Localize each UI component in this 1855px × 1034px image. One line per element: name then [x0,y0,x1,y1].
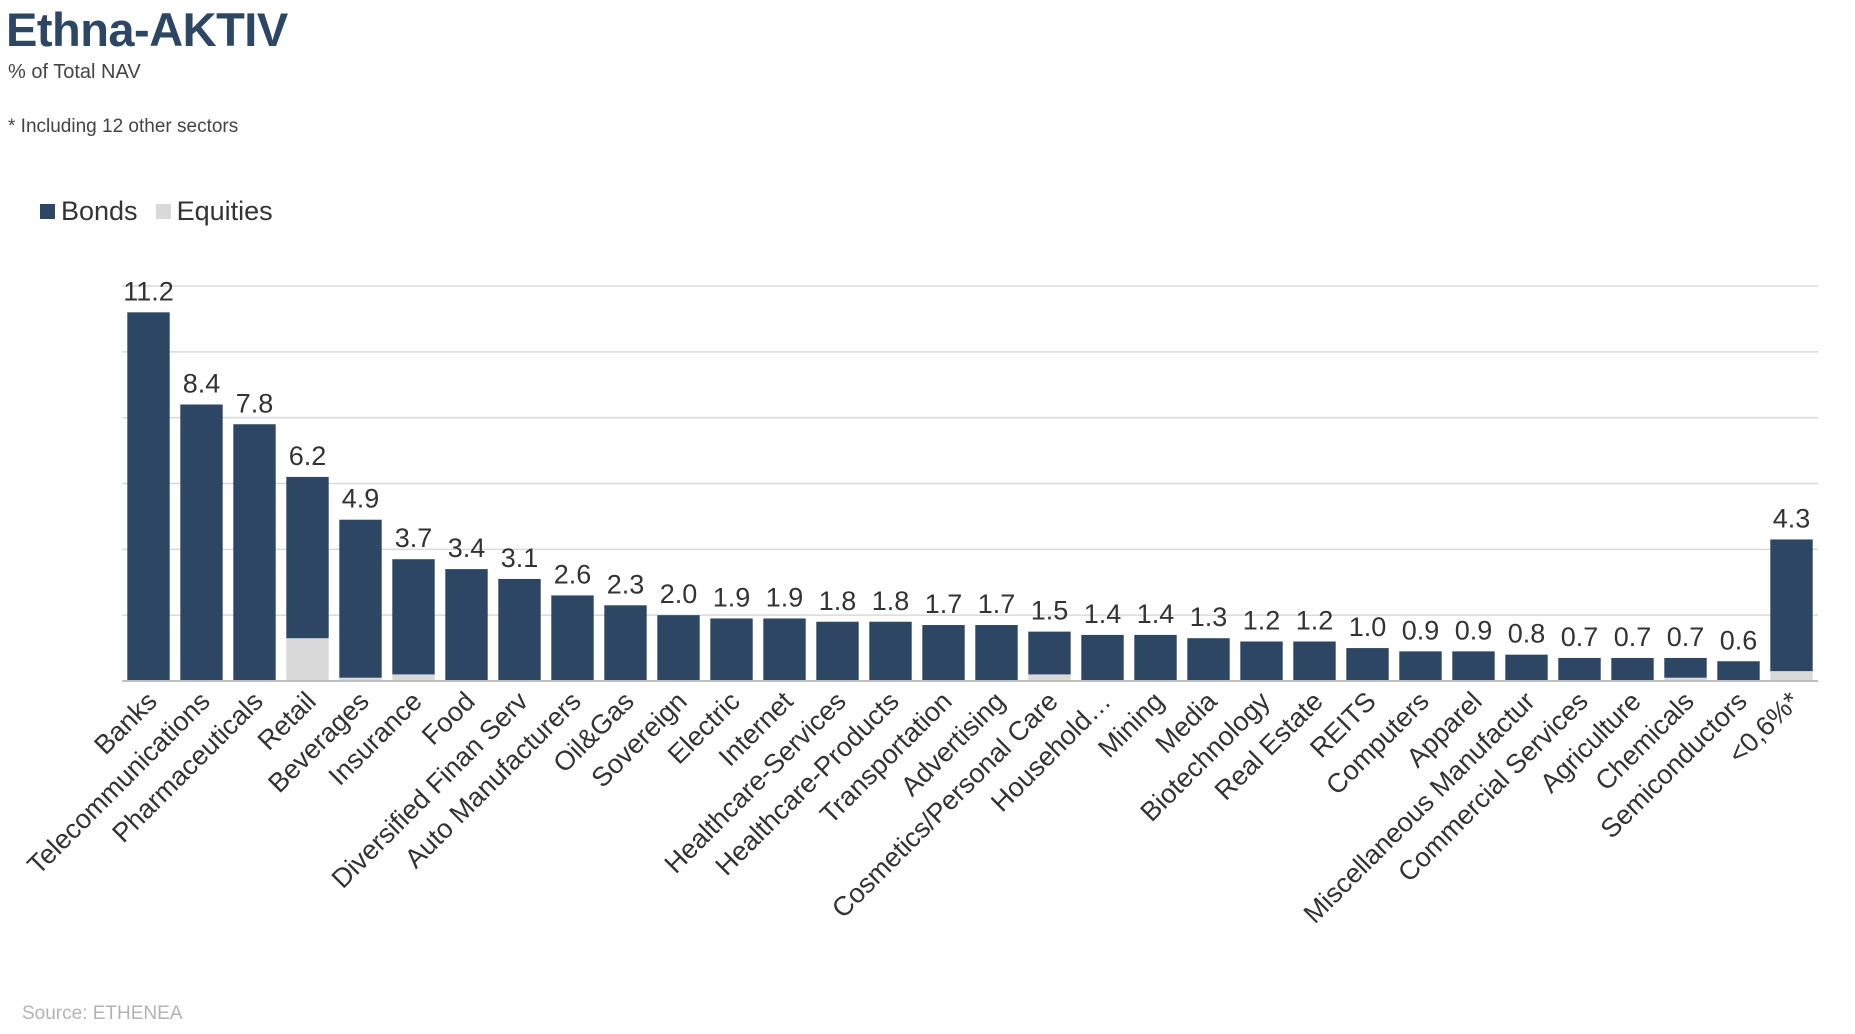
data-label: 8.4 [183,369,221,399]
data-label: 1.2 [1243,606,1281,636]
bar-bonds [657,615,700,681]
chart-subtitle: % of Total NAV [8,61,141,83]
data-label: 0.9 [1402,615,1440,645]
bar-bonds [233,424,276,681]
data-label: 3.4 [448,533,486,563]
data-label: 1.4 [1137,599,1175,629]
bar-equities [286,638,329,681]
data-label: 2.0 [660,579,698,609]
bar-bonds [551,595,594,681]
data-label: 1.8 [819,586,857,616]
bar-bonds [763,618,806,681]
bar-bonds [392,559,435,675]
legend-swatch-bonds [40,204,55,219]
bar-bonds [1346,648,1389,681]
data-label: 0.8 [1508,619,1546,649]
legend-item-equities[interactable]: Equities [155,196,273,227]
data-label: 0.9 [1455,615,1493,645]
data-label: 11.2 [123,276,174,306]
bar-bonds [1134,634,1177,681]
data-label: 0.7 [1614,622,1652,652]
bar-bonds [1505,654,1548,681]
bar-equities [1664,677,1707,681]
chart-footnote: * Including 12 other sectors [8,116,239,137]
legend-swatch-equities [155,204,171,219]
bar-equities [339,677,382,681]
bar-bonds [710,618,753,681]
bar-bonds [180,404,223,681]
source-note: Source: ETHENEA [22,1003,183,1024]
data-label: 1.8 [872,586,910,616]
bar-bonds [1558,657,1601,681]
data-label: 0.7 [1561,622,1599,652]
bar-bonds [1611,657,1654,681]
bar-bonds [1293,641,1336,681]
data-label: 2.3 [607,569,645,599]
data-label: 4.3 [1773,503,1811,533]
bar-bonds [869,621,912,681]
data-label: 1.2 [1296,606,1334,636]
bar-bonds [1240,641,1283,681]
data-label: 3.1 [501,543,539,573]
data-label: 1.9 [766,582,804,612]
data-label: 1.0 [1349,612,1387,642]
data-label: 1.4 [1084,599,1122,629]
legend-label-bonds: Bonds [61,196,138,226]
legend: Bonds Equities [40,196,291,227]
chart-title: Ethna-AKTIV [6,3,288,56]
bar-bonds [816,621,859,681]
bar-bonds [604,605,647,681]
bar-bonds [922,625,965,681]
bar-bonds [1028,631,1071,675]
bar-bonds [127,312,170,681]
bar-bonds [1452,651,1495,681]
bar-bonds [1664,657,1707,678]
bar-bonds [1770,539,1813,672]
bar-bonds [1399,651,1442,681]
data-label: 6.2 [289,441,327,471]
bar-equities [392,674,435,681]
data-label: 1.7 [925,589,963,619]
data-label: 0.6 [1720,625,1758,655]
data-label: 0.7 [1667,622,1705,652]
bar-bonds [445,569,488,681]
bar-equities [1770,671,1813,681]
bar-bonds [498,578,541,681]
bar-bonds [1187,638,1230,681]
data-label: 1.3 [1190,602,1228,632]
data-label: 4.9 [342,484,380,514]
bar-equities [1028,674,1071,681]
data-label: 3.7 [395,523,433,553]
bar-bonds [339,519,382,678]
bar-bonds [1081,634,1124,681]
bar-bonds [975,625,1018,681]
data-label: 1.7 [978,589,1016,619]
legend-label-equities: Equities [176,196,273,226]
bar-bonds [1717,661,1760,681]
data-label: 1.9 [713,582,751,612]
legend-item-bonds[interactable]: Bonds [40,196,138,227]
data-label: 2.6 [554,559,592,589]
data-label: 1.5 [1031,596,1069,626]
data-label: 7.8 [236,388,274,418]
bar-bonds [286,476,329,639]
